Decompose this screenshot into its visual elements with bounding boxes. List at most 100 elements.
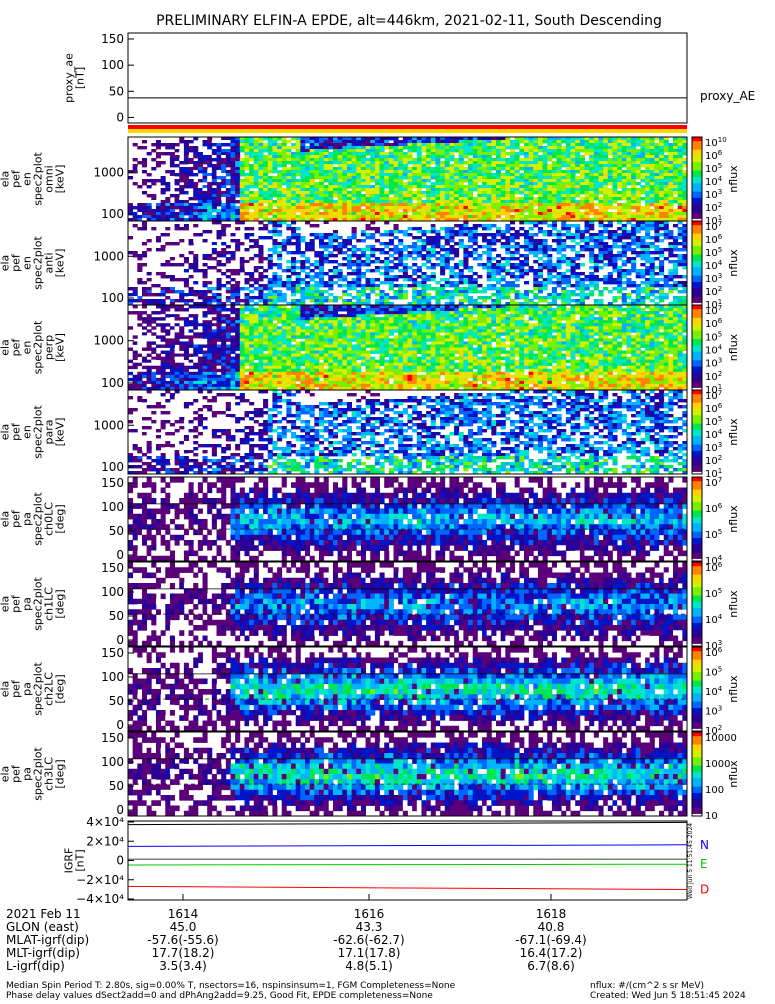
heatmap-cell bbox=[184, 155, 189, 158]
heatmap-cell bbox=[310, 161, 315, 164]
heatmap-cell bbox=[505, 290, 510, 293]
heatmap-cell bbox=[505, 269, 510, 272]
heatmap-cell bbox=[338, 251, 343, 254]
heatmap-cell bbox=[575, 209, 580, 212]
heatmap-cell bbox=[440, 167, 445, 170]
heatmap-cell bbox=[394, 158, 399, 161]
heatmap-cell bbox=[533, 233, 538, 236]
heatmap-cell bbox=[244, 146, 249, 149]
heatmap-cell bbox=[566, 194, 571, 197]
heatmap-cell bbox=[589, 182, 594, 185]
heatmap-cell bbox=[524, 140, 529, 143]
heatmap-cell bbox=[440, 287, 445, 290]
heatmap-cell bbox=[654, 290, 659, 293]
heatmap-cell bbox=[557, 200, 562, 203]
heatmap-cell bbox=[664, 179, 669, 182]
heatmap-cell bbox=[608, 248, 613, 251]
heatmap-cell bbox=[244, 164, 249, 167]
heatmap-cell bbox=[258, 212, 263, 215]
heatmap-cell bbox=[375, 173, 380, 176]
heatmap-cell bbox=[491, 185, 496, 188]
heatmap-cell bbox=[380, 281, 385, 284]
heatmap-cell bbox=[543, 197, 548, 200]
heatmap-cell bbox=[161, 248, 166, 251]
heatmap-cell bbox=[161, 179, 166, 182]
heatmap-cell bbox=[207, 143, 212, 146]
heatmap-cell bbox=[370, 278, 375, 281]
heatmap-cell bbox=[640, 254, 645, 257]
heatmap-cell bbox=[254, 206, 259, 209]
heatmap-cell bbox=[412, 212, 417, 215]
heatmap-cell bbox=[277, 290, 282, 293]
heatmap-cell bbox=[445, 227, 450, 230]
heatmap-cell bbox=[319, 257, 324, 260]
heatmap-cell bbox=[370, 281, 375, 284]
heatmap-cell bbox=[585, 197, 590, 200]
heatmap-cell bbox=[473, 182, 478, 185]
heatmap-cell bbox=[179, 140, 184, 143]
heatmap-cell bbox=[370, 233, 375, 236]
heatmap-cell bbox=[622, 209, 627, 212]
heatmap-cell bbox=[342, 161, 347, 164]
heatmap-cell bbox=[473, 176, 478, 179]
heatmap-cell bbox=[524, 197, 529, 200]
heatmap-cell bbox=[659, 200, 664, 203]
heatmap-cell bbox=[426, 200, 431, 203]
heatmap-cell bbox=[668, 176, 673, 179]
heatmap-cell bbox=[361, 170, 366, 173]
heatmap-cell bbox=[314, 233, 319, 236]
heatmap-cell bbox=[217, 299, 222, 302]
heatmap-cell bbox=[277, 230, 282, 233]
heatmap-cell bbox=[566, 284, 571, 287]
heatmap-cell bbox=[207, 158, 212, 161]
heatmap-cell bbox=[277, 296, 282, 299]
heatmap-cell bbox=[142, 203, 147, 206]
heatmap-cell bbox=[547, 269, 552, 272]
heatmap-cell bbox=[561, 296, 566, 299]
heatmap-cell bbox=[421, 257, 426, 260]
heatmap-cell bbox=[314, 170, 319, 173]
heatmap-cell bbox=[654, 239, 659, 242]
heatmap-cell bbox=[296, 209, 301, 212]
heatmap-cell bbox=[212, 278, 217, 281]
heatmap-cell bbox=[272, 200, 277, 203]
heatmap-cell bbox=[249, 179, 254, 182]
heatmap-cell bbox=[617, 284, 622, 287]
heatmap-cell bbox=[370, 179, 375, 182]
heatmap-cell bbox=[454, 146, 459, 149]
heatmap-cell bbox=[515, 236, 520, 239]
heatmap-cell bbox=[487, 269, 492, 272]
heatmap-cell bbox=[543, 287, 548, 290]
heatmap-cell bbox=[217, 197, 222, 200]
heatmap-cell bbox=[244, 236, 249, 239]
heatmap-cell bbox=[198, 269, 203, 272]
heatmap-cell bbox=[678, 158, 683, 161]
heatmap-cell bbox=[137, 269, 142, 272]
heatmap-cell bbox=[342, 137, 347, 140]
heatmap-cell bbox=[580, 143, 585, 146]
heatmap-cell bbox=[454, 290, 459, 293]
heatmap-cell bbox=[543, 194, 548, 197]
heatmap-cell bbox=[352, 272, 357, 275]
heatmap-cell bbox=[491, 173, 496, 176]
heatmap-cell bbox=[585, 236, 590, 239]
heatmap-cell bbox=[440, 203, 445, 206]
heatmap-cell bbox=[277, 173, 282, 176]
heatmap-cell bbox=[650, 251, 655, 254]
heatmap-cell bbox=[347, 263, 352, 266]
heatmap-cell bbox=[161, 182, 166, 185]
heatmap-cell bbox=[230, 278, 235, 281]
heatmap-cell bbox=[468, 230, 473, 233]
heatmap-cell bbox=[370, 215, 375, 218]
heatmap-cell bbox=[431, 185, 436, 188]
heatmap-cell bbox=[598, 140, 603, 143]
heatmap-cell bbox=[328, 197, 333, 200]
heatmap-cell bbox=[165, 182, 170, 185]
heatmap-cell bbox=[459, 200, 464, 203]
heatmap-cell bbox=[589, 281, 594, 284]
heatmap-cell bbox=[645, 245, 650, 248]
heatmap-cell bbox=[435, 293, 440, 296]
heatmap-cell bbox=[408, 197, 413, 200]
heatmap-cell bbox=[170, 233, 175, 236]
heatmap-cell bbox=[230, 233, 235, 236]
